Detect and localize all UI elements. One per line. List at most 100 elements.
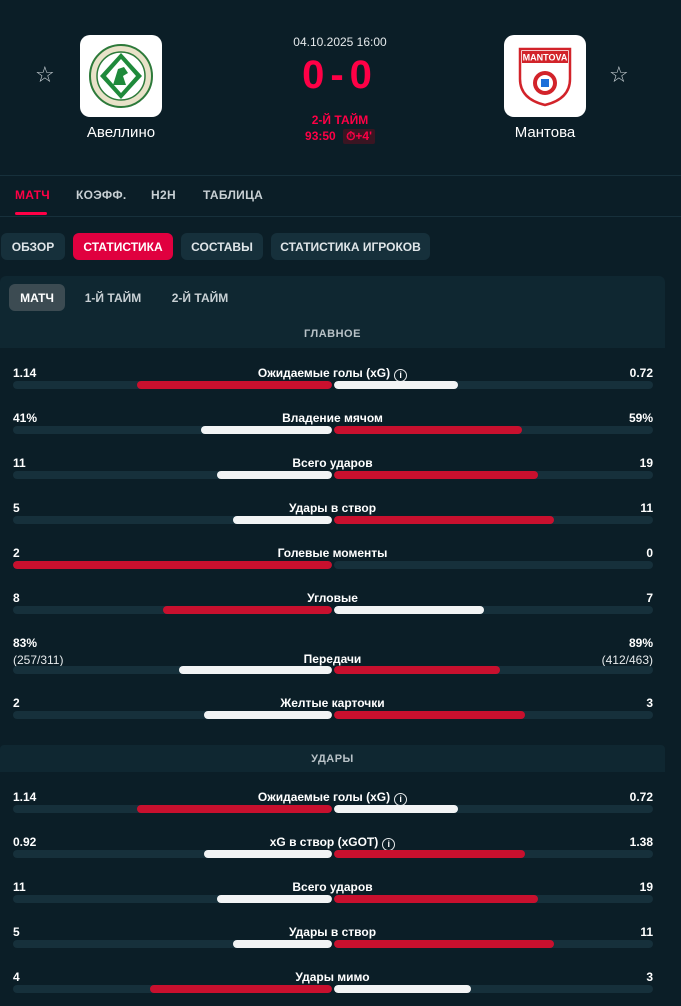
stat-home-value: 1.14 bbox=[13, 790, 36, 804]
subtab-lineups[interactable]: СОСТАВЫ bbox=[181, 233, 263, 260]
home-bar-fill bbox=[179, 666, 332, 674]
home-bar-fill bbox=[233, 516, 332, 524]
mantova-crest-icon: MANTOVA bbox=[518, 47, 572, 107]
match-score: 0-0 bbox=[302, 53, 378, 97]
home-bar-track bbox=[13, 516, 332, 524]
stat-row: 0.92 xG в створ (xGOT) i 1.38 bbox=[0, 835, 681, 877]
stat-home-value: 0.92 bbox=[13, 835, 36, 849]
section-title-shots: УДАРЫ bbox=[0, 745, 665, 772]
subtab-statistics[interactable]: СТАТИСТИКА bbox=[73, 233, 173, 260]
away-team-name[interactable]: Мантова bbox=[514, 124, 576, 141]
match-clock-time: 93:50 bbox=[305, 129, 336, 143]
home-bar-track bbox=[13, 711, 332, 719]
stat-label: xG в створ (xGOT) i bbox=[140, 835, 525, 851]
stat-label-text: Ожидаемые голы (xG) bbox=[257, 366, 391, 380]
away-bar-track bbox=[334, 606, 653, 614]
home-bar-fill bbox=[204, 711, 332, 719]
stat-home-main: 5 bbox=[13, 925, 20, 939]
home-bar-fill bbox=[233, 940, 332, 948]
stat-away-main: 19 bbox=[639, 456, 653, 470]
stat-away-value: 11 bbox=[640, 501, 653, 515]
stat-home-main: 83% bbox=[13, 636, 38, 650]
stat-home-main: 11 bbox=[13, 880, 26, 894]
tabs-divider bbox=[0, 216, 681, 217]
home-bar-fill bbox=[163, 606, 332, 614]
away-bar-track bbox=[334, 471, 653, 479]
stat-away-main: 0.72 bbox=[629, 366, 653, 380]
stat-home-main: 11 bbox=[13, 456, 26, 470]
stat-label-text: Угловые bbox=[307, 591, 358, 605]
stat-home-main: 4 bbox=[13, 970, 20, 984]
match-clock: 93:50 ⏱+4' bbox=[240, 129, 440, 144]
stat-row: 5 Удары в створ 11 bbox=[0, 501, 681, 543]
period-second-half[interactable]: 2-Й ТАЙМ bbox=[171, 290, 229, 305]
away-bar-track bbox=[334, 561, 653, 569]
stat-label-text: Владение мячом bbox=[282, 411, 383, 425]
stat-label: Желтые карточки bbox=[140, 696, 525, 710]
tab-h2h[interactable]: H2H bbox=[151, 188, 176, 202]
stat-home-value: 4 bbox=[13, 970, 20, 984]
home-bar-fill bbox=[137, 805, 332, 813]
away-bar-track bbox=[334, 985, 653, 993]
home-bar-track bbox=[13, 471, 332, 479]
stat-label: Всего ударов bbox=[140, 456, 525, 470]
stat-label-text: Удары мимо bbox=[295, 970, 370, 984]
favorite-home-star-icon[interactable]: ☆ bbox=[35, 62, 55, 87]
active-tab-indicator bbox=[15, 212, 47, 215]
home-bar-fill bbox=[150, 985, 332, 993]
away-bar-fill bbox=[334, 711, 525, 719]
stat-home-main: 2 bbox=[13, 546, 20, 560]
stat-home-value: 5 bbox=[13, 925, 20, 939]
stat-home-main: 8 bbox=[13, 591, 20, 605]
away-bar-fill bbox=[334, 850, 525, 858]
stat-home-main: 1.14 bbox=[13, 790, 37, 804]
period-match[interactable]: МАТЧ bbox=[9, 284, 65, 311]
tab-match[interactable]: МАТЧ bbox=[15, 188, 51, 202]
stat-label-text: Голевые моменты bbox=[277, 546, 388, 560]
away-bar-track bbox=[334, 381, 653, 389]
away-team-logo[interactable]: MANTOVA bbox=[504, 35, 586, 117]
stat-row: 1.14 Ожидаемые голы (xG) i 0.72 bbox=[0, 790, 681, 832]
stat-label-text: xG в створ (xGOT) bbox=[269, 835, 379, 849]
tab-odds[interactable]: КОЭФФ. bbox=[76, 188, 127, 202]
tab-standings[interactable]: ТАБЛИЦА bbox=[203, 188, 264, 202]
period-first-half[interactable]: 1-Й ТАЙМ bbox=[84, 290, 142, 305]
stat-label: Ожидаемые голы (xG) i bbox=[140, 790, 525, 806]
stat-away-value: 59% bbox=[629, 411, 653, 425]
stat-away-main: 11 bbox=[640, 501, 653, 515]
home-bar-track bbox=[13, 805, 332, 813]
home-bar-track bbox=[13, 985, 332, 993]
stat-home-value: 8 bbox=[13, 591, 20, 605]
stat-row: 11 Всего ударов 19 bbox=[0, 880, 681, 922]
subtab-player-stats[interactable]: СТАТИСТИКА ИГРОКОВ bbox=[271, 233, 430, 260]
away-bar-track bbox=[334, 940, 653, 948]
stat-away-main: 11 bbox=[640, 925, 653, 939]
stat-away-value: 11 bbox=[640, 925, 653, 939]
home-bar-track bbox=[13, 666, 332, 674]
subtab-overview[interactable]: ОБЗОР bbox=[1, 233, 65, 260]
stat-away-main: 3 bbox=[646, 970, 653, 984]
stat-away-value: 1.38 bbox=[630, 835, 653, 849]
mantova-crest-text: MANTOVA bbox=[523, 53, 568, 63]
stat-label-text: Ожидаемые голы (xG) bbox=[257, 790, 391, 804]
home-bar-track bbox=[13, 940, 332, 948]
stat-label-text: Передачи bbox=[303, 652, 362, 666]
stat-home-value: 2 bbox=[13, 546, 20, 560]
stat-row: 1.14 Ожидаемые голы (xG) i 0.72 bbox=[0, 366, 681, 408]
home-team-logo[interactable] bbox=[80, 35, 162, 117]
stat-away-value: 0.72 bbox=[630, 366, 653, 380]
home-team-name[interactable]: Авеллино bbox=[86, 124, 156, 141]
stat-home-value: 11 bbox=[13, 456, 26, 470]
away-bar-track bbox=[334, 516, 653, 524]
stat-row: 2 Голевые моменты 0 bbox=[0, 546, 681, 588]
stat-home-main: 0.92 bbox=[13, 835, 37, 849]
match-header: ☆ Авеллино 04.10.2025 16:00 0-0 2-Й ТАЙМ… bbox=[0, 0, 681, 175]
home-bar-fill bbox=[204, 850, 332, 858]
home-bar-fill bbox=[13, 561, 332, 569]
away-bar-track bbox=[334, 850, 653, 858]
stat-home-value: 2 bbox=[13, 696, 20, 710]
favorite-away-star-icon[interactable]: ☆ bbox=[609, 62, 629, 87]
home-bar-track bbox=[13, 561, 332, 569]
stat-away-sub: (412/463) bbox=[601, 653, 653, 667]
stat-label: Голевые моменты bbox=[140, 546, 525, 560]
